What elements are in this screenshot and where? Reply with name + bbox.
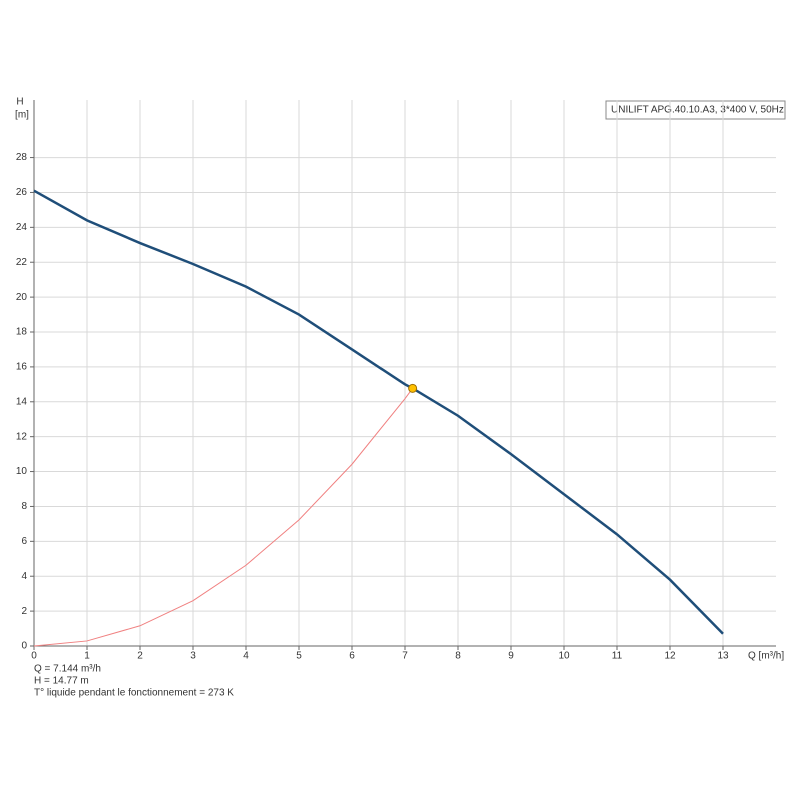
x-tick-label: 13 xyxy=(717,651,729,662)
legend-text: UNILIFT APG.40.10.A3, 3*400 V, 50Hz xyxy=(611,105,784,116)
y-axis-unit: [m] xyxy=(15,110,29,121)
curve xyxy=(33,388,414,647)
y-tick-label: 22 xyxy=(16,257,28,268)
x-axis-label: Q [m³/h] xyxy=(748,651,784,662)
y-tick-label: 8 xyxy=(21,501,27,512)
y-tick-label: 16 xyxy=(16,362,28,373)
x-tick-label: 11 xyxy=(612,651,623,662)
curve xyxy=(33,189,724,635)
x-tick-label: 3 xyxy=(190,651,196,662)
operating-point xyxy=(408,383,418,393)
y-tick-label: 10 xyxy=(16,466,28,477)
y-tick-label: 0 xyxy=(21,641,27,652)
x-tick-label: 9 xyxy=(508,651,514,662)
y-tick-label: 2 xyxy=(21,606,27,617)
x-tick-label: 8 xyxy=(455,651,461,662)
y-tick-label: 18 xyxy=(16,327,28,338)
legend-box xyxy=(605,100,786,120)
y-tick-label: 28 xyxy=(16,152,28,163)
x-tick-label: 0 xyxy=(31,651,37,662)
x-tick-label: 12 xyxy=(664,651,676,662)
y-tick-label: 4 xyxy=(21,571,27,582)
x-tick-label: 2 xyxy=(137,651,143,662)
y-tick-label: 12 xyxy=(16,431,28,442)
y-axis-label: H xyxy=(16,97,23,108)
y-tick-label: 24 xyxy=(16,222,28,233)
info-line: Q = 7.144 m³/h xyxy=(34,664,101,675)
y-tick-label: 20 xyxy=(16,292,28,303)
info-line: T° liquide pendant le fonctionnement = 2… xyxy=(34,688,234,699)
x-tick-label: 10 xyxy=(558,651,570,662)
y-tick-label: 26 xyxy=(16,187,28,198)
x-tick-label: 5 xyxy=(296,651,302,662)
x-tick-label: 1 xyxy=(84,651,90,662)
x-tick-label: 4 xyxy=(243,651,249,662)
y-tick-label: 14 xyxy=(16,396,28,407)
x-tick-label: 7 xyxy=(402,651,408,662)
y-tick-label: 6 xyxy=(21,536,27,547)
x-tick-label: 6 xyxy=(349,651,355,662)
info-line: H = 14.77 m xyxy=(34,676,89,687)
